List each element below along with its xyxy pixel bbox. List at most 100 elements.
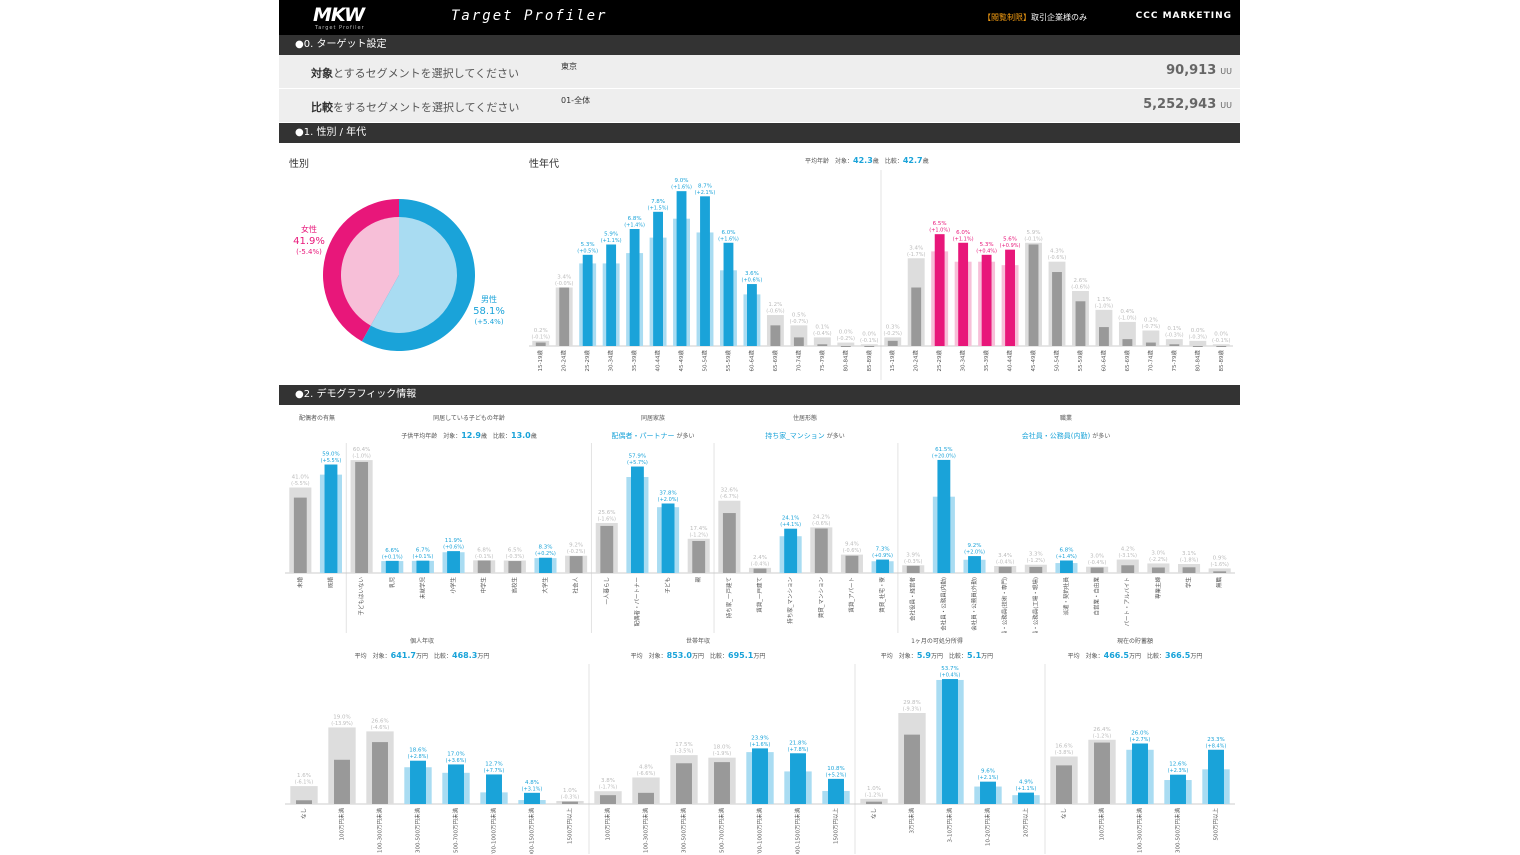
bar-diff-label-5: (+7.7%) (484, 768, 505, 774)
bar-diff-label-1: (+5.5%) (321, 458, 342, 464)
category-label-18: 30-34歳 (959, 350, 967, 372)
bar-value-label-29: 0.0% (1214, 331, 1228, 337)
bar-value-label-0: 41.0% (292, 475, 309, 481)
bar-diff-label-2: (-4.6%) (371, 725, 389, 731)
target-bar-20 (1005, 249, 1015, 346)
target-bar-16 (784, 528, 798, 573)
target-bar-6 (524, 792, 540, 804)
category-label-1: 既婚 (326, 577, 334, 589)
target-bar-14 (828, 778, 844, 804)
category-label-23: 300-500万円未満 (1174, 808, 1182, 853)
female-pct: 41.9% (293, 236, 325, 247)
bar-diff-label-30: (-1.6%) (1210, 562, 1228, 568)
bar-diff-label-28: (-2.2%) (1149, 557, 1167, 563)
target-bar-29 (1216, 346, 1227, 347)
target-bar-5 (653, 211, 663, 346)
compare-segment-select[interactable]: 01-全体 (561, 96, 591, 105)
bar-value-label-0: 1.6% (297, 773, 311, 779)
bar-value-label-6: 6.8% (477, 547, 491, 553)
category-label-25: 派遣・契約社員 (1062, 577, 1070, 616)
target-bar-24 (1029, 566, 1043, 573)
category-label-5: 40-44歳 (654, 350, 662, 372)
category-label-28: 80-84歳 (1193, 350, 1201, 372)
category-label-18: 賃貸_アパート (847, 577, 855, 613)
target-bar-27 (1121, 565, 1135, 573)
top-bar: MKW Target Profiler Target Profiler 【閲覧制… (279, 0, 1240, 35)
bar-diff-label-16: (-1.7%) (907, 252, 925, 258)
bar-diff-label-3: (+1.1%) (601, 238, 622, 244)
target-bar-19 (876, 559, 890, 573)
bar-diff-label-19: (+0.4%) (976, 248, 997, 254)
bar-diff-label-15: (-0.4%) (751, 561, 769, 567)
category-label-19: 35-39歳 (982, 350, 990, 372)
target-bar-3 (385, 560, 399, 573)
household-income-average: 平均 対象：853.0万円 比較：695.1万円 (630, 651, 766, 660)
target-bar-9 (747, 284, 757, 346)
bar-value-label-28: 0.0% (1191, 328, 1205, 334)
bar-diff-label-8: (-1.7%) (599, 785, 617, 791)
target-bar-11 (630, 466, 644, 573)
compare-segment-label: 比較をするセグメントを選択してください (311, 101, 520, 114)
target-bar-19 (1018, 792, 1034, 804)
bar-value-label-18: 9.6% (981, 769, 995, 775)
bar-value-label-16: 29.8% (903, 700, 920, 706)
male-label: 男性 (481, 294, 497, 304)
target-segment-row[interactable]: 対象とするセグメントを選択してください 東京 90,913 UU (279, 55, 1240, 88)
target-bar-24 (1208, 749, 1224, 804)
mkw-logo[interactable]: MKW (313, 4, 365, 26)
target-bar-13 (840, 346, 851, 347)
compare-bar-26 (1142, 330, 1160, 346)
bar-value-label-23: 3.4% (998, 553, 1012, 559)
category-label-12: 75-79歳 (818, 350, 826, 372)
bar-value-label-21: 61.5% (935, 447, 952, 453)
bar-diff-label-7: (-0.3%) (506, 554, 524, 560)
category-label-0: 15-19歳 (536, 350, 544, 372)
target-bar-5 (447, 551, 460, 573)
compare-segment-row[interactable]: 比較をするセグメントを選択してください 01-全体 5,252,943 UU (279, 89, 1240, 122)
target-bar-22 (1052, 272, 1062, 346)
bar-value-label-6: 9.0% (675, 178, 689, 184)
bar-value-label-13: 0.0% (839, 330, 853, 336)
children-panel-title: 同居している子どもの年齢 (433, 415, 505, 422)
bar-value-label-25: 0.4% (1120, 309, 1134, 315)
bar-diff-label-10: (-1.6%) (598, 516, 616, 522)
category-label-15: 賃貸_一戸建て (756, 577, 764, 613)
target-bar-0 (535, 342, 546, 346)
bar-diff-label-19: (+1.1%) (1016, 786, 1037, 792)
target-bar-30 (1213, 571, 1227, 573)
bar-diff-label-17: (+1.0%) (929, 228, 950, 234)
bar-diff-label-16: (-9.3%) (903, 707, 921, 713)
bar-diff-label-24: (+8.4%) (1206, 743, 1227, 749)
bar-diff-label-29: (-0.1%) (1212, 338, 1230, 344)
target-bar-1 (559, 287, 570, 346)
job-top: 会社員・公務員(内勤) が多い (1021, 432, 1111, 440)
bar-diff-label-22: (-0.6%) (1048, 255, 1066, 261)
bar-value-label-23: 2.6% (1073, 278, 1087, 284)
bar-diff-label-3: (+2.8%) (408, 754, 429, 760)
bar-value-label-3: 6.6% (385, 548, 399, 554)
bar-value-label-15: 0.3% (886, 324, 900, 330)
bar-value-label-13: 21.8% (789, 740, 806, 746)
age-gender-bar-chart: 0.2%(-0.1%)15-19歳3.4%(-0.0%)20-24歳5.3%(+… (529, 170, 1233, 380)
bar-diff-label-13: (-0.2%) (837, 336, 855, 342)
category-label-10: 65-69歳 (771, 350, 779, 372)
bar-value-label-11: 18.0% (713, 745, 730, 751)
category-label-24: 500万円以上 (1212, 808, 1220, 841)
target-segment-select[interactable]: 東京 (561, 62, 577, 71)
app-title: Target Profiler (451, 8, 608, 24)
bar-value-label-4: 6.8% (628, 216, 642, 222)
bar-value-label-26: 0.2% (1144, 318, 1158, 324)
target-bar-18 (845, 555, 859, 573)
bar-value-label-11: 57.9% (629, 454, 646, 460)
bar-diff-label-4: (+3.6%) (446, 758, 467, 764)
bar-value-label-7: 6.5% (508, 547, 522, 553)
bar-value-label-5: 11.9% (445, 538, 462, 544)
female-diff: (-5.4%) (296, 248, 322, 256)
target-bar-20 (906, 565, 920, 573)
category-label-2: 子どもはいない (357, 577, 365, 616)
compare-bar-12 (813, 337, 831, 346)
compare-bar-30 (1208, 568, 1231, 573)
bar-value-label-18: 9.4% (845, 542, 859, 548)
bar-value-label-24: 3.3% (1029, 552, 1043, 558)
category-label-16: 持ち家_マンション (786, 577, 794, 624)
